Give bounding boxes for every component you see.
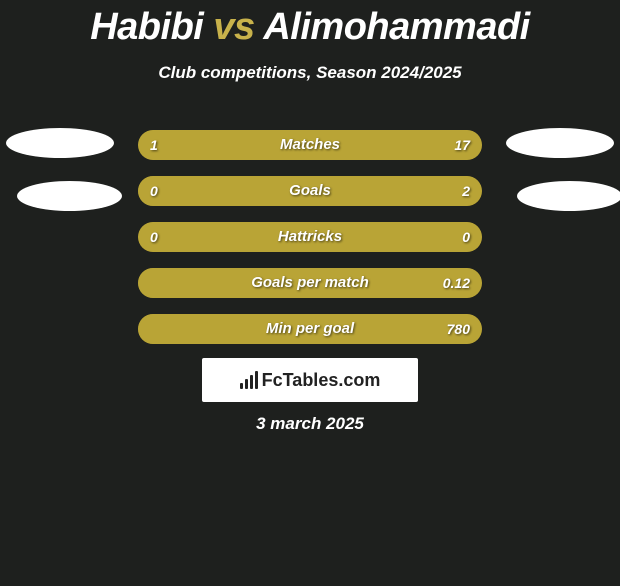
player-left-photo-1 xyxy=(6,128,114,158)
logo: FcTables.com xyxy=(240,370,381,391)
logo-text: FcTables.com xyxy=(262,370,381,391)
player-left-name: Habibi xyxy=(90,6,203,48)
date-label: 3 march 2025 xyxy=(0,414,620,434)
stat-label: Goals xyxy=(138,176,482,206)
subtitle: Club competitions, Season 2024/2025 xyxy=(0,63,620,83)
player-right-photo-1 xyxy=(506,128,614,158)
comparison-bars: 117Matches 02Goals 00Hattricks 0.12Goals pe… xyxy=(138,130,482,360)
stat-row: 0.12Goals per match xyxy=(138,268,482,298)
player-left-photo-2 xyxy=(17,181,122,211)
stat-row: 00Hattricks xyxy=(138,222,482,252)
player-right-name: Alimohammadi xyxy=(263,6,529,48)
vs-separator: vs xyxy=(213,6,254,48)
stat-row: 780Min per goal xyxy=(138,314,482,344)
player-right-photo-2 xyxy=(517,181,620,211)
comparison-title: Habibi vs Alimohammadi xyxy=(0,6,620,49)
logo-box: FcTables.com xyxy=(202,358,418,402)
stat-row: 117Matches xyxy=(138,130,482,160)
stat-label: Min per goal xyxy=(138,314,482,344)
logo-chart-icon xyxy=(240,371,258,389)
stat-label: Matches xyxy=(138,130,482,160)
stat-label: Hattricks xyxy=(138,222,482,252)
stat-row: 02Goals xyxy=(138,176,482,206)
stat-label: Goals per match xyxy=(138,268,482,298)
